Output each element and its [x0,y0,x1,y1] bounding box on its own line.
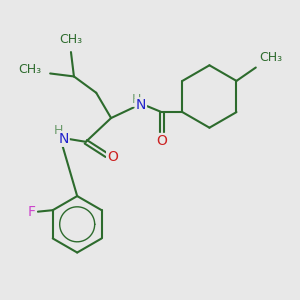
Text: O: O [107,150,118,164]
Text: O: O [156,134,167,148]
Text: N: N [58,132,69,146]
Text: CH₃: CH₃ [19,63,42,76]
Text: F: F [28,205,36,219]
Text: H: H [132,93,141,106]
Text: CH₃: CH₃ [59,32,83,46]
Text: CH₃: CH₃ [260,51,283,64]
Text: H: H [53,124,63,137]
Text: N: N [136,98,146,112]
